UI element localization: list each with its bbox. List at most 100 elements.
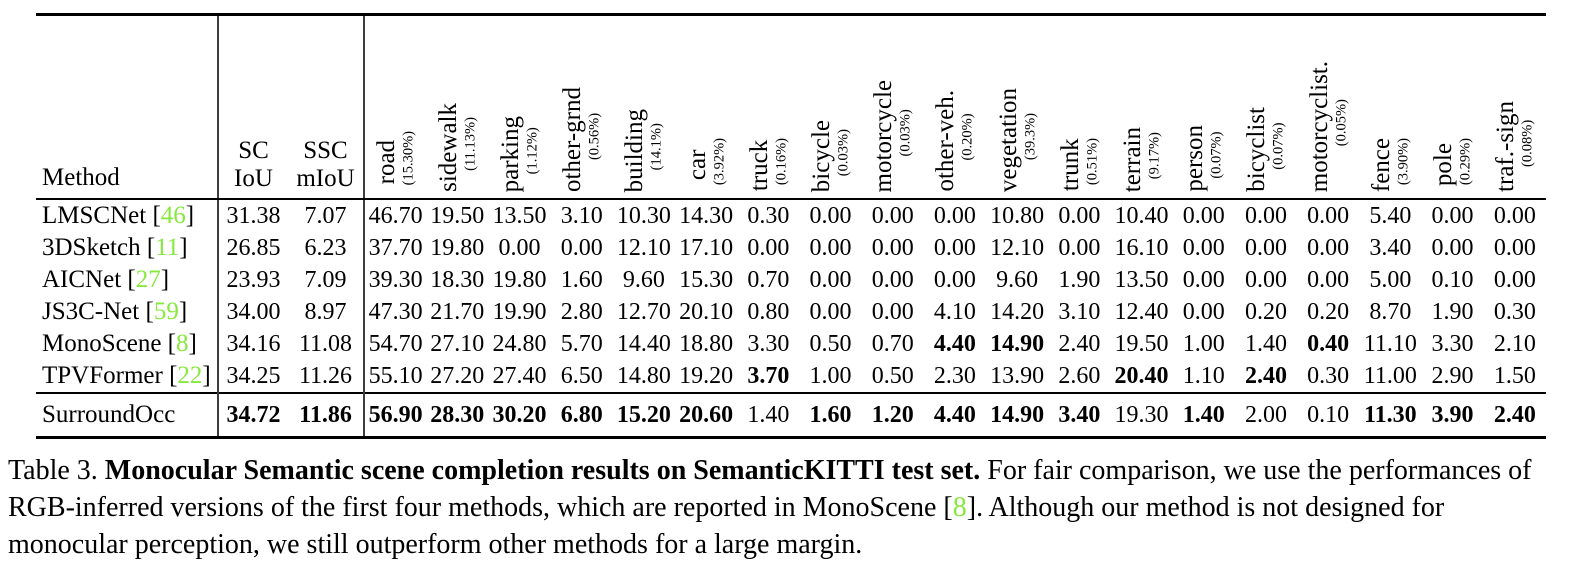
pole-cell: 0.00 bbox=[1431, 202, 1474, 229]
pole-cell: 1.90 bbox=[1431, 298, 1474, 325]
person-cell: 0.00 bbox=[1182, 234, 1225, 261]
citation-link[interactable]: 27 bbox=[135, 266, 161, 293]
method-cell: SurroundOcc bbox=[36, 392, 219, 438]
sidewalk-cell: 27.10 bbox=[430, 330, 485, 357]
building-cell: 14.40 bbox=[616, 330, 671, 357]
class-frequency: (1.12%) bbox=[524, 126, 541, 174]
col-header-terrain: terrain (9.17%) bbox=[1110, 14, 1173, 200]
class-frequency: (9.17%) bbox=[1146, 132, 1163, 180]
rotated-class-label: bicycle (0.03%) bbox=[808, 119, 852, 192]
road-cell: 55.10 bbox=[368, 362, 423, 389]
bicycle-cell: 0.00 bbox=[809, 298, 852, 325]
pole-cell: 3.30 bbox=[1431, 330, 1474, 357]
rotated-class-label: fence (3.90%) bbox=[1368, 137, 1412, 192]
other-grnd-cell: 6.50 bbox=[560, 362, 603, 389]
parking-cell: 19.80 bbox=[492, 266, 547, 293]
ssc-label: SSC bbox=[303, 137, 348, 164]
col-header-motorcyclist-: motorcyclist. (0.05%) bbox=[1297, 14, 1360, 200]
citation-link[interactable]: 11 bbox=[155, 234, 180, 261]
person-cell: 1.10 bbox=[1182, 362, 1225, 389]
parking-cell: 0.00 bbox=[498, 234, 541, 261]
class-frequency: (15.30%) bbox=[400, 130, 417, 185]
terrain-cell: 12.40 bbox=[1114, 298, 1169, 325]
bicycle-cell: 0.50 bbox=[809, 330, 852, 357]
rotated-class-label: truck (0.16%) bbox=[746, 137, 790, 192]
rotated-class-label: car (3.92%) bbox=[684, 137, 728, 192]
col-header-fence: fence (3.90%) bbox=[1359, 14, 1422, 200]
row-js3c-net: JS3C-Net [59] 34.00 8.97 47.30 21.70 19.90 2.8… bbox=[36, 296, 1546, 328]
other-veh--cell: 0.00 bbox=[933, 234, 976, 261]
class-name: parking bbox=[497, 115, 525, 192]
results-table-wrapper: Method SC IoU SSC mIoU road (15.30%) sidew… bbox=[36, 13, 1578, 439]
bicyclist-cell: 0.20 bbox=[1244, 298, 1287, 325]
vegetation-cell: 12.10 bbox=[990, 234, 1045, 261]
rotated-class-label: other-grnd (0.56%) bbox=[559, 87, 603, 192]
motorcycle-cell: 0.00 bbox=[871, 234, 914, 261]
col-header-pole: pole (0.29%) bbox=[1421, 14, 1484, 200]
fence-cell: 8.70 bbox=[1369, 298, 1412, 325]
parking-cell: 19.90 bbox=[492, 298, 547, 325]
class-frequency: (0.07%) bbox=[1208, 131, 1225, 179]
vegetation-cell: 10.80 bbox=[990, 202, 1045, 229]
motorcyclist--cell: 0.00 bbox=[1307, 202, 1350, 229]
fence-cell: 5.40 bbox=[1369, 202, 1412, 229]
col-header-truck: truck (0.16%) bbox=[737, 14, 800, 200]
motorcycle-cell: 0.70 bbox=[871, 330, 914, 357]
class-frequency: (0.05%) bbox=[1332, 99, 1349, 147]
bicyclist-cell: 2.00 bbox=[1234, 392, 1298, 438]
class-frequency: (3.92%) bbox=[710, 137, 727, 185]
citation-link[interactable]: 8 bbox=[176, 330, 189, 357]
bicyclist-cell: 2.40 bbox=[1244, 362, 1287, 389]
citation-link[interactable]: 22 bbox=[177, 362, 203, 389]
col-header-vegetation: vegetation (39.3%) bbox=[986, 14, 1049, 200]
class-frequency: (0.20%) bbox=[959, 114, 976, 162]
class-frequency: (3.90%) bbox=[1395, 137, 1412, 185]
rotated-class-label: sidewalk (11.13%) bbox=[435, 103, 479, 192]
class-name: road bbox=[373, 139, 401, 184]
motorcycle-cell: 0.50 bbox=[871, 362, 914, 389]
fence-cell: 11.10 bbox=[1363, 330, 1417, 357]
miou-label: mIoU bbox=[296, 164, 355, 192]
rotated-class-label: trunk (0.51%) bbox=[1057, 138, 1101, 192]
trunk-cell: 0.00 bbox=[1058, 234, 1101, 261]
class-name: building bbox=[621, 108, 649, 192]
sidewalk-cell: 18.30 bbox=[430, 266, 485, 293]
class-frequency: (0.16%) bbox=[773, 137, 790, 185]
building-cell: 9.60 bbox=[622, 266, 665, 293]
car-cell: 20.60 bbox=[675, 392, 738, 438]
class-name: traf.-sign bbox=[1492, 101, 1520, 192]
class-name: bicycle bbox=[808, 119, 836, 192]
class-name: vegetation bbox=[994, 87, 1022, 192]
other-grnd-cell: 6.80 bbox=[550, 392, 613, 438]
vegetation-cell: 14.90 bbox=[990, 330, 1045, 357]
citation-link[interactable]: 59 bbox=[153, 298, 179, 325]
motorcyclist--cell: 0.00 bbox=[1307, 234, 1350, 261]
class-name: bicyclist bbox=[1243, 107, 1271, 192]
other-veh--cell: 4.10 bbox=[933, 298, 976, 325]
bicycle-cell: 1.00 bbox=[809, 362, 852, 389]
sidewalk-cell: 27.20 bbox=[430, 362, 485, 389]
parking-cell: 24.80 bbox=[492, 330, 547, 357]
motorcyclist--cell: 0.10 bbox=[1297, 392, 1360, 438]
class-frequency: (0.03%) bbox=[897, 108, 914, 156]
motorcycle-cell: 0.00 bbox=[871, 202, 914, 229]
caption-title: Monocular Semantic scene completion resu… bbox=[104, 455, 981, 486]
citation-link[interactable]: 46 bbox=[160, 202, 186, 229]
fence-cell: 3.40 bbox=[1369, 234, 1412, 261]
person-cell: 0.00 bbox=[1182, 266, 1225, 293]
building-cell: 10.30 bbox=[616, 202, 671, 229]
class-name: terrain bbox=[1119, 126, 1147, 192]
vegetation-cell: 14.90 bbox=[986, 392, 1049, 438]
row-aicnet: AICNet [27] 23.93 7.09 39.30 18.30 19.80 1.60 9… bbox=[36, 264, 1546, 296]
iou-label: IoU bbox=[234, 164, 273, 192]
class-name: motorcycle bbox=[870, 79, 898, 192]
sidewalk-cell: 28.30 bbox=[426, 392, 489, 438]
rotated-class-label: terrain (9.17%) bbox=[1119, 126, 1163, 192]
traf-sign-cell: 1.50 bbox=[1493, 362, 1536, 389]
row-3dsketch: 3DSketch [11] 26.85 6.23 37.70 19.80 0.00 0.00… bbox=[36, 232, 1546, 264]
class-frequency: (0.56%) bbox=[586, 112, 603, 160]
ssc-miou-cell: 11.86 bbox=[288, 392, 365, 438]
class-name: pole bbox=[1430, 143, 1458, 187]
car-cell: 15.30 bbox=[679, 266, 734, 293]
citation-link[interactable]: 8 bbox=[952, 492, 967, 524]
